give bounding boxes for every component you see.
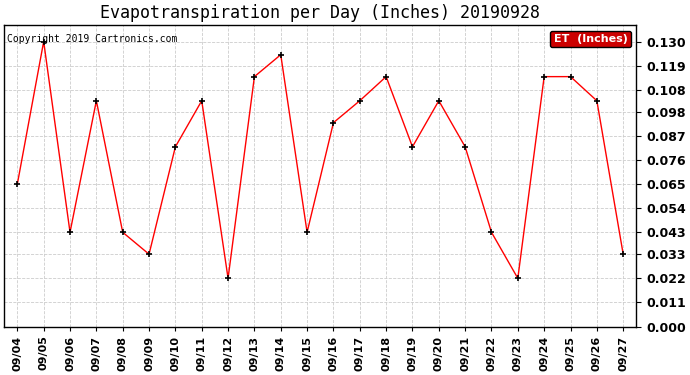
Title: Evapotranspiration per Day (Inches) 20190928: Evapotranspiration per Day (Inches) 2019… [100, 4, 540, 22]
Legend: ET  (Inches): ET (Inches) [550, 31, 631, 47]
Text: Copyright 2019 Cartronics.com: Copyright 2019 Cartronics.com [8, 34, 178, 44]
